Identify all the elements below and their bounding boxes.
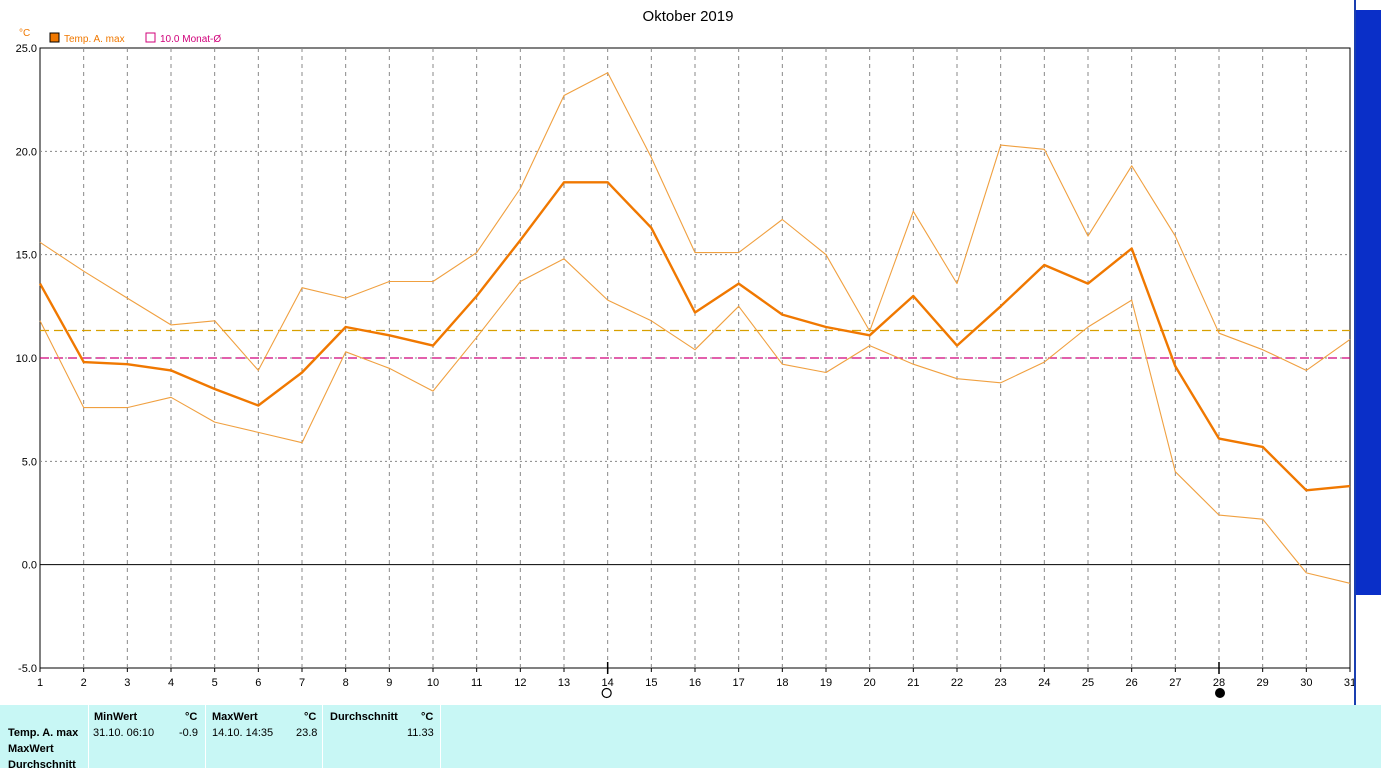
max-unit: °C bbox=[304, 711, 317, 723]
y-tick-label: 15.0 bbox=[16, 250, 37, 262]
stats-row-labels: Temp. A. max MaxWert Durchschnitt bbox=[0, 705, 89, 771]
x-tick-label: 7 bbox=[299, 677, 305, 689]
x-tick-label: 3 bbox=[124, 677, 130, 689]
x-tick-label: 21 bbox=[907, 677, 919, 689]
x-tick-label: 11 bbox=[471, 677, 482, 689]
x-tick-label: 26 bbox=[1126, 677, 1138, 689]
chart-title: Oktober 2019 bbox=[643, 8, 734, 25]
x-tick-label: 30 bbox=[1300, 677, 1312, 689]
legend-swatch bbox=[145, 32, 156, 43]
x-tick-label: 14 bbox=[602, 677, 614, 689]
y-tick-label: 5.0 bbox=[22, 456, 37, 468]
x-tick-label: 2 bbox=[81, 677, 87, 689]
y-unit-label: °C bbox=[19, 28, 30, 39]
x-tick-label: 4 bbox=[168, 677, 174, 689]
side-panel-blue bbox=[1356, 10, 1381, 595]
avg-value: 11.33 bbox=[407, 727, 434, 739]
avg-unit: °C bbox=[421, 711, 434, 723]
stats-col-avg: Durchschnitt °C 11.33 bbox=[323, 705, 441, 768]
x-tick-label: 16 bbox=[689, 677, 701, 689]
series-line-main bbox=[38, 181, 1351, 492]
legend-swatch bbox=[49, 32, 60, 43]
x-tick-label: 31 bbox=[1344, 677, 1356, 689]
min-header: MinWert bbox=[94, 711, 138, 723]
marker-open-circle bbox=[601, 687, 612, 699]
row-label-max: MaxWert bbox=[8, 743, 54, 755]
x-tick-label: 12 bbox=[514, 677, 526, 689]
x-tick-label: 10 bbox=[427, 677, 439, 689]
max-header: MaxWert bbox=[212, 711, 258, 723]
x-tick-label: 13 bbox=[558, 677, 570, 689]
series-line-lower-band bbox=[39, 258, 1351, 584]
x-tick-label: 22 bbox=[951, 677, 963, 689]
min-unit: °C bbox=[185, 711, 198, 723]
row-label-avg: Durchschnitt bbox=[8, 759, 76, 771]
y-tick-label: 10.0 bbox=[16, 353, 37, 365]
stats-panel: Temp. A. max MaxWert Durchschnitt MinWer… bbox=[0, 705, 1381, 771]
x-tick-label: 29 bbox=[1257, 677, 1269, 689]
x-tick-label: 9 bbox=[386, 677, 392, 689]
legend-label: Temp. A. max bbox=[64, 34, 125, 45]
x-tick-label: 24 bbox=[1038, 677, 1050, 689]
x-tick-label: 27 bbox=[1169, 677, 1181, 689]
y-tick-label: 20.0 bbox=[16, 146, 37, 158]
y-tick-label: -5.0 bbox=[18, 663, 37, 675]
stats-col-min: MinWert °C 31.10. 06:10 -0.9 bbox=[89, 705, 206, 768]
x-tick-label: 28 bbox=[1213, 677, 1225, 689]
max-value: 23.8 bbox=[296, 727, 318, 739]
legend-label: 10.0 Monat-Ø bbox=[160, 34, 221, 45]
x-tick-label: 6 bbox=[255, 677, 261, 689]
x-tick-label: 25 bbox=[1082, 677, 1094, 689]
y-tick-label: 25.0 bbox=[16, 43, 37, 55]
side-panel-strip bbox=[1354, 0, 1381, 705]
stats-col-max: MaxWert °C 14.10. 14:35 23.8 bbox=[206, 705, 323, 768]
y-tick-label: 0.0 bbox=[22, 560, 37, 572]
x-tick-label: 8 bbox=[343, 677, 349, 689]
series-line-upper-band bbox=[39, 72, 1351, 371]
marker-filled-circle bbox=[1215, 688, 1225, 698]
max-stamp: 14.10. 14:35 bbox=[212, 727, 274, 739]
row-label-temp: Temp. A. max bbox=[8, 727, 79, 739]
temperature-chart: 25.020.015.010.05.00.0-5.01 2 3 4 5 6 7 8 9 10 11 1… bbox=[16, 8, 1356, 699]
min-value: -0.9 bbox=[179, 727, 198, 739]
min-stamp: 31.10. 06:10 bbox=[93, 727, 155, 739]
avg-header: Durchschnitt bbox=[330, 711, 398, 723]
x-tick-label: 20 bbox=[864, 677, 876, 689]
x-tick-label: 18 bbox=[776, 677, 788, 689]
x-tick-label: 5 bbox=[212, 677, 218, 689]
chart-area: 25.0 20.0 15.0 10.0 5.0 0.0 -5.0 1 2 3 4 5 6 7 8 9 10 11 1… bbox=[16, 0, 1381, 705]
x-tick-label: 1 bbox=[37, 677, 43, 689]
x-tick-label: 15 bbox=[645, 677, 657, 689]
x-tick-label: 19 bbox=[820, 677, 832, 689]
x-tick-label: 17 bbox=[733, 677, 745, 689]
x-tick-label: 23 bbox=[995, 677, 1007, 689]
